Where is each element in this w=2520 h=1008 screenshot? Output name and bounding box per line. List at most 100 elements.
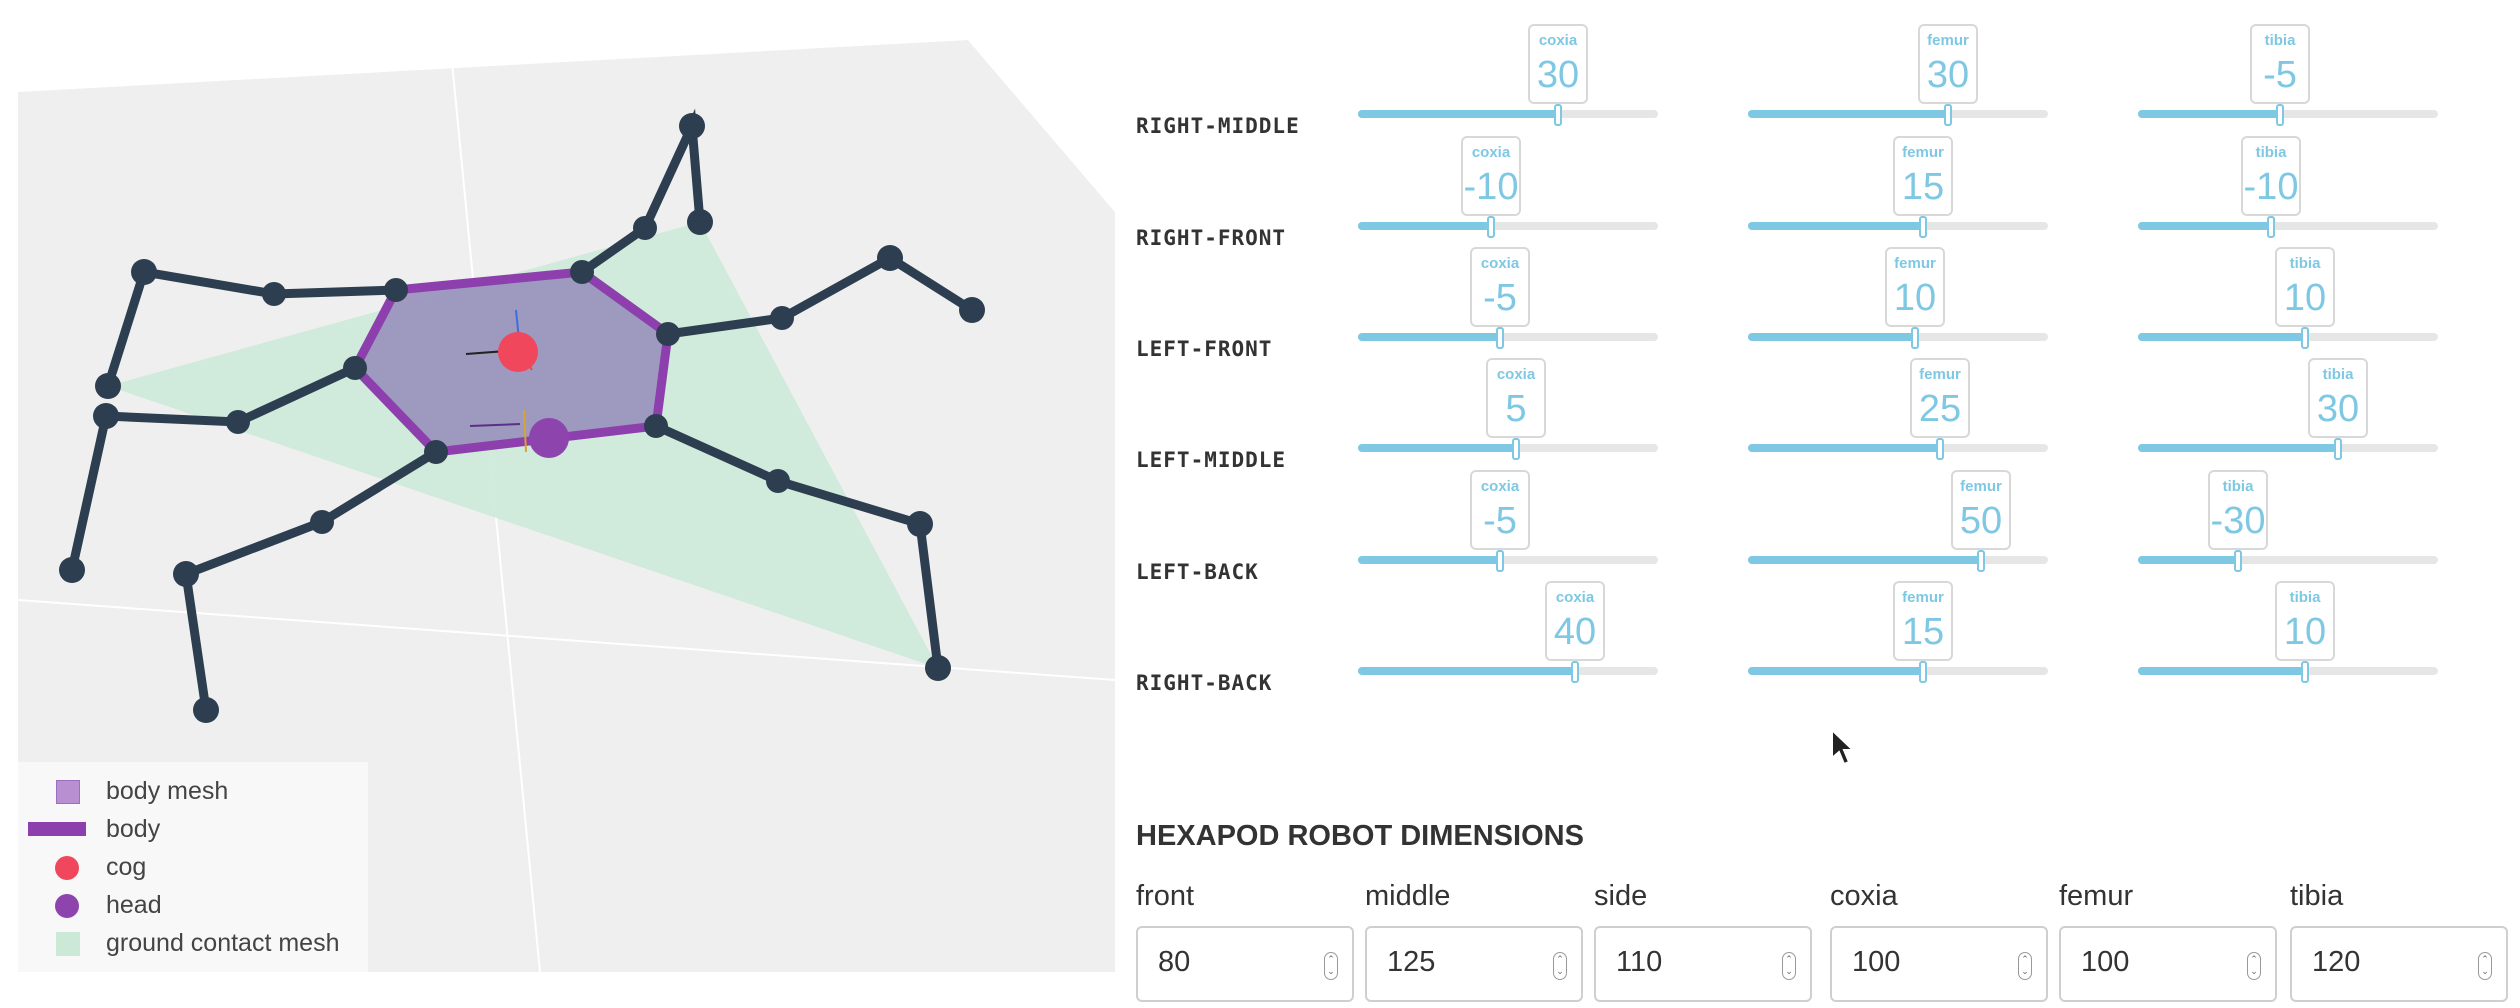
tibia-slider[interactable]: tibia 10 — [2138, 247, 2438, 361]
input-value: 110 — [1616, 946, 1663, 978]
tooltip-value: -30 — [2210, 500, 2266, 542]
tooltip-value: -10 — [2243, 166, 2299, 208]
slider-thumb[interactable] — [2301, 327, 2309, 349]
slider-thumb[interactable] — [1944, 104, 1952, 126]
femur-slider[interactable]: femur 15 — [1748, 136, 2048, 250]
joint — [193, 697, 219, 723]
slider-track[interactable] — [2138, 333, 2438, 341]
coxia-slider[interactable]: coxia 5 — [1358, 358, 1658, 472]
tibia-slider[interactable]: tibia 30 — [2138, 358, 2438, 472]
tibia-slider[interactable]: tibia -10 — [2138, 136, 2438, 250]
leg-row-right-middle: RIGHT-MIDDLE coxia 30 femur 30 tibia -5 — [1136, 24, 2516, 138]
slider-track[interactable] — [2138, 556, 2438, 564]
dimension-femur: femur 100 ⌃ ⌄ — [2059, 880, 2277, 1002]
side-number-input[interactable]: 110 ⌃ ⌄ — [1594, 926, 1812, 1002]
spinner-arrows-icon[interactable]: ⌃ ⌄ — [1782, 952, 1796, 980]
spinner-arrows-icon[interactable]: ⌃ ⌄ — [2478, 952, 2492, 980]
hexapod-3d-plot[interactable]: body mesh body cog head ground contact m… — [0, 0, 1120, 1008]
spinner-arrows-icon[interactable]: ⌃ ⌄ — [1324, 952, 1338, 980]
slider-track[interactable] — [1358, 667, 1658, 675]
coxia-slider[interactable]: coxia 40 — [1358, 581, 1658, 695]
front-number-input[interactable]: 80 ⌃ ⌄ — [1136, 926, 1354, 1002]
tooltip-joint-label: coxia — [1480, 478, 1520, 495]
femur-slider[interactable]: femur 30 — [1748, 24, 2048, 138]
spinner-arrows-icon[interactable]: ⌃ ⌄ — [2247, 952, 2261, 980]
dimension-label: side — [1594, 880, 1648, 912]
dimension-label: tibia — [2290, 880, 2344, 912]
femur-slider[interactable]: femur 10 — [1748, 247, 2048, 361]
legend-label: head — [106, 890, 162, 919]
tooltip-joint-label: femur — [1960, 478, 2002, 495]
slider-track[interactable] — [1358, 556, 1658, 564]
dimension-label: femur — [2059, 880, 2134, 912]
slider-thumb[interactable] — [1512, 438, 1520, 460]
slider-thumb[interactable] — [2276, 104, 2284, 126]
middle-number-input[interactable]: 125 ⌃ ⌄ — [1365, 926, 1583, 1002]
legend-item-body-mesh[interactable]: body mesh — [28, 772, 228, 810]
legend-item-head[interactable]: head — [28, 886, 162, 924]
legend-label: cog — [106, 852, 147, 881]
legend-item-body[interactable]: body — [28, 810, 160, 848]
slider-thumb[interactable] — [1911, 327, 1919, 349]
slider-thumb[interactable] — [1554, 104, 1562, 126]
legend-item-cog[interactable]: cog — [28, 848, 146, 886]
slider-thumb[interactable] — [1977, 550, 1985, 572]
slider-track[interactable] — [2138, 667, 2438, 675]
slider-thumb[interactable] — [1496, 327, 1504, 349]
slider-track[interactable] — [1748, 333, 2048, 341]
slider-thumb[interactable] — [2234, 550, 2242, 572]
tooltip-joint-label: tibia — [2264, 32, 2296, 49]
slider-track[interactable] — [1358, 222, 1658, 230]
slider-track[interactable] — [1748, 556, 2048, 564]
spinner-arrows-icon[interactable]: ⌃ ⌄ — [2018, 952, 2032, 980]
tibia-slider[interactable]: tibia -5 — [2138, 24, 2438, 138]
leg-name: RIGHT-FRONT — [1136, 226, 1287, 250]
slider-track[interactable] — [1358, 110, 1658, 118]
slider-track[interactable] — [1748, 110, 2048, 118]
slider-track[interactable] — [1748, 222, 2048, 230]
leg-name: LEFT-FRONT — [1136, 337, 1273, 361]
coxia-slider[interactable]: coxia -10 — [1358, 136, 1658, 250]
coxia-number-input[interactable]: 100 ⌃ ⌄ — [1830, 926, 2048, 1002]
slider-thumb[interactable] — [1936, 438, 1944, 460]
femur-number-input[interactable]: 100 ⌃ ⌄ — [2059, 926, 2277, 1002]
slider-thumb[interactable] — [1496, 550, 1504, 572]
plot-canvas[interactable] — [0, 0, 1120, 1008]
slider-track[interactable] — [2138, 222, 2438, 230]
spinner-arrows-icon[interactable]: ⌃ ⌄ — [1553, 952, 1567, 980]
femur-slider[interactable]: femur 50 — [1748, 470, 2048, 584]
slider-track[interactable] — [1748, 444, 2048, 452]
input-value: 80 — [1158, 946, 1191, 978]
tooltip-value: 15 — [1901, 611, 1945, 653]
slider-track[interactable] — [2138, 444, 2438, 452]
slider-fill — [1358, 556, 1500, 564]
slider-thumb[interactable] — [1571, 661, 1579, 683]
tooltip-joint-label: coxia — [1480, 255, 1520, 272]
tooltip-value: -5 — [1483, 500, 1517, 542]
legend-item-ground-contact-mesh[interactable]: ground contact mesh — [28, 924, 339, 962]
slider-track[interactable] — [1358, 444, 1658, 452]
slider-fill — [1748, 333, 1915, 341]
slider-value-tooltip: tibia -10 — [2241, 136, 2301, 216]
tooltip-joint-label: femur — [1927, 32, 1969, 49]
slider-track[interactable] — [1748, 667, 2048, 675]
tibia-number-input[interactable]: 120 ⌃ ⌄ — [2290, 926, 2508, 1002]
slider-thumb[interactable] — [1919, 661, 1927, 683]
joint — [687, 209, 713, 235]
coxia-slider[interactable]: coxia -5 — [1358, 470, 1658, 584]
femur-slider[interactable]: femur 25 — [1748, 358, 2048, 472]
slider-thumb[interactable] — [2334, 438, 2342, 460]
tooltip-value: 15 — [1901, 166, 1945, 208]
tibia-slider[interactable]: tibia 10 — [2138, 581, 2438, 695]
slider-thumb[interactable] — [1487, 216, 1495, 238]
slider-track[interactable] — [1358, 333, 1658, 341]
slider-track[interactable] — [2138, 110, 2438, 118]
slider-thumb[interactable] — [2301, 661, 2309, 683]
coxia-slider[interactable]: coxia 30 — [1358, 24, 1658, 138]
slider-thumb[interactable] — [1919, 216, 1927, 238]
coxia-slider[interactable]: coxia -5 — [1358, 247, 1658, 361]
tibia-slider[interactable]: tibia -30 — [2138, 470, 2438, 584]
slider-fill — [1748, 556, 1981, 564]
femur-slider[interactable]: femur 15 — [1748, 581, 2048, 695]
slider-thumb[interactable] — [2267, 216, 2275, 238]
